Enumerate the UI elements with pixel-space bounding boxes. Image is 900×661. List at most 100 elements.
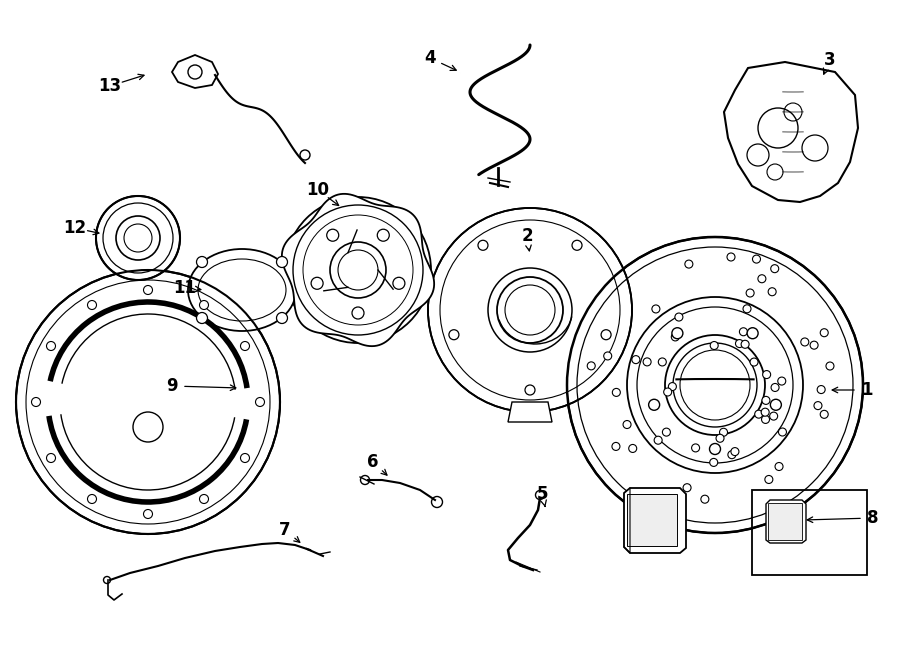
Text: 4: 4 <box>424 49 436 67</box>
Circle shape <box>710 342 718 350</box>
Polygon shape <box>624 488 686 553</box>
Circle shape <box>743 305 751 313</box>
Circle shape <box>663 388 671 396</box>
Circle shape <box>740 328 747 336</box>
Circle shape <box>47 342 56 350</box>
Circle shape <box>820 410 828 418</box>
Circle shape <box>87 494 96 504</box>
Circle shape <box>352 307 364 319</box>
Circle shape <box>752 255 760 263</box>
Circle shape <box>196 313 208 323</box>
Text: 13: 13 <box>98 77 122 95</box>
Circle shape <box>525 385 535 395</box>
Circle shape <box>16 270 280 534</box>
Polygon shape <box>508 402 552 422</box>
Circle shape <box>762 397 770 405</box>
Circle shape <box>644 358 651 366</box>
Circle shape <box>256 397 265 407</box>
Circle shape <box>685 260 693 268</box>
Circle shape <box>710 459 717 467</box>
Circle shape <box>276 313 287 323</box>
Circle shape <box>669 383 677 391</box>
Circle shape <box>765 475 773 483</box>
Circle shape <box>327 229 338 241</box>
Circle shape <box>311 277 323 290</box>
Circle shape <box>96 196 180 280</box>
Circle shape <box>750 358 758 366</box>
Text: 5: 5 <box>536 485 548 503</box>
Circle shape <box>770 399 781 410</box>
Circle shape <box>814 402 822 410</box>
Polygon shape <box>172 55 218 88</box>
Circle shape <box>810 341 818 349</box>
Circle shape <box>728 451 736 459</box>
Circle shape <box>755 410 762 418</box>
Circle shape <box>572 241 582 251</box>
Circle shape <box>658 358 666 366</box>
Text: 11: 11 <box>174 279 196 297</box>
Circle shape <box>143 510 152 518</box>
Circle shape <box>428 208 632 412</box>
Circle shape <box>768 288 776 295</box>
Circle shape <box>276 256 287 268</box>
Circle shape <box>801 338 809 346</box>
Circle shape <box>377 229 390 241</box>
Text: 8: 8 <box>868 509 878 527</box>
Circle shape <box>478 241 488 251</box>
Text: 10: 10 <box>307 181 329 199</box>
Circle shape <box>701 495 709 503</box>
Circle shape <box>719 428 727 436</box>
Text: 12: 12 <box>63 219 86 237</box>
Circle shape <box>778 428 787 436</box>
Circle shape <box>762 371 770 379</box>
Circle shape <box>200 301 209 309</box>
Circle shape <box>746 289 754 297</box>
Ellipse shape <box>188 249 296 331</box>
Polygon shape <box>282 194 434 346</box>
Polygon shape <box>766 500 806 543</box>
Bar <box>627 494 677 546</box>
Circle shape <box>604 352 612 360</box>
Polygon shape <box>724 62 858 202</box>
Circle shape <box>32 397 40 407</box>
Circle shape <box>629 444 636 452</box>
Text: 2: 2 <box>521 227 533 245</box>
Circle shape <box>196 256 208 268</box>
Circle shape <box>143 286 152 295</box>
Bar <box>752 490 867 575</box>
Circle shape <box>240 342 249 350</box>
Circle shape <box>731 447 739 455</box>
Circle shape <box>612 389 620 397</box>
Text: 7: 7 <box>279 521 291 539</box>
Circle shape <box>240 453 249 463</box>
Circle shape <box>758 275 766 283</box>
Circle shape <box>200 494 209 504</box>
Circle shape <box>735 340 743 348</box>
Circle shape <box>654 436 662 444</box>
Circle shape <box>285 197 431 343</box>
Circle shape <box>623 420 631 428</box>
Circle shape <box>87 301 96 309</box>
Circle shape <box>826 362 834 370</box>
Circle shape <box>672 328 683 338</box>
Circle shape <box>770 412 778 420</box>
Circle shape <box>761 415 770 424</box>
Circle shape <box>683 484 691 492</box>
Circle shape <box>770 264 778 273</box>
Circle shape <box>675 313 683 321</box>
Circle shape <box>761 408 770 416</box>
Circle shape <box>632 356 640 364</box>
Text: 1: 1 <box>861 381 873 399</box>
Text: 3: 3 <box>824 51 836 69</box>
Circle shape <box>716 434 724 442</box>
Circle shape <box>393 277 405 290</box>
Circle shape <box>567 237 863 533</box>
Circle shape <box>771 383 779 391</box>
Circle shape <box>47 453 56 463</box>
Circle shape <box>449 330 459 340</box>
Circle shape <box>820 329 828 336</box>
Circle shape <box>612 442 620 450</box>
Circle shape <box>775 463 783 471</box>
Circle shape <box>778 377 786 385</box>
Text: 6: 6 <box>367 453 379 471</box>
